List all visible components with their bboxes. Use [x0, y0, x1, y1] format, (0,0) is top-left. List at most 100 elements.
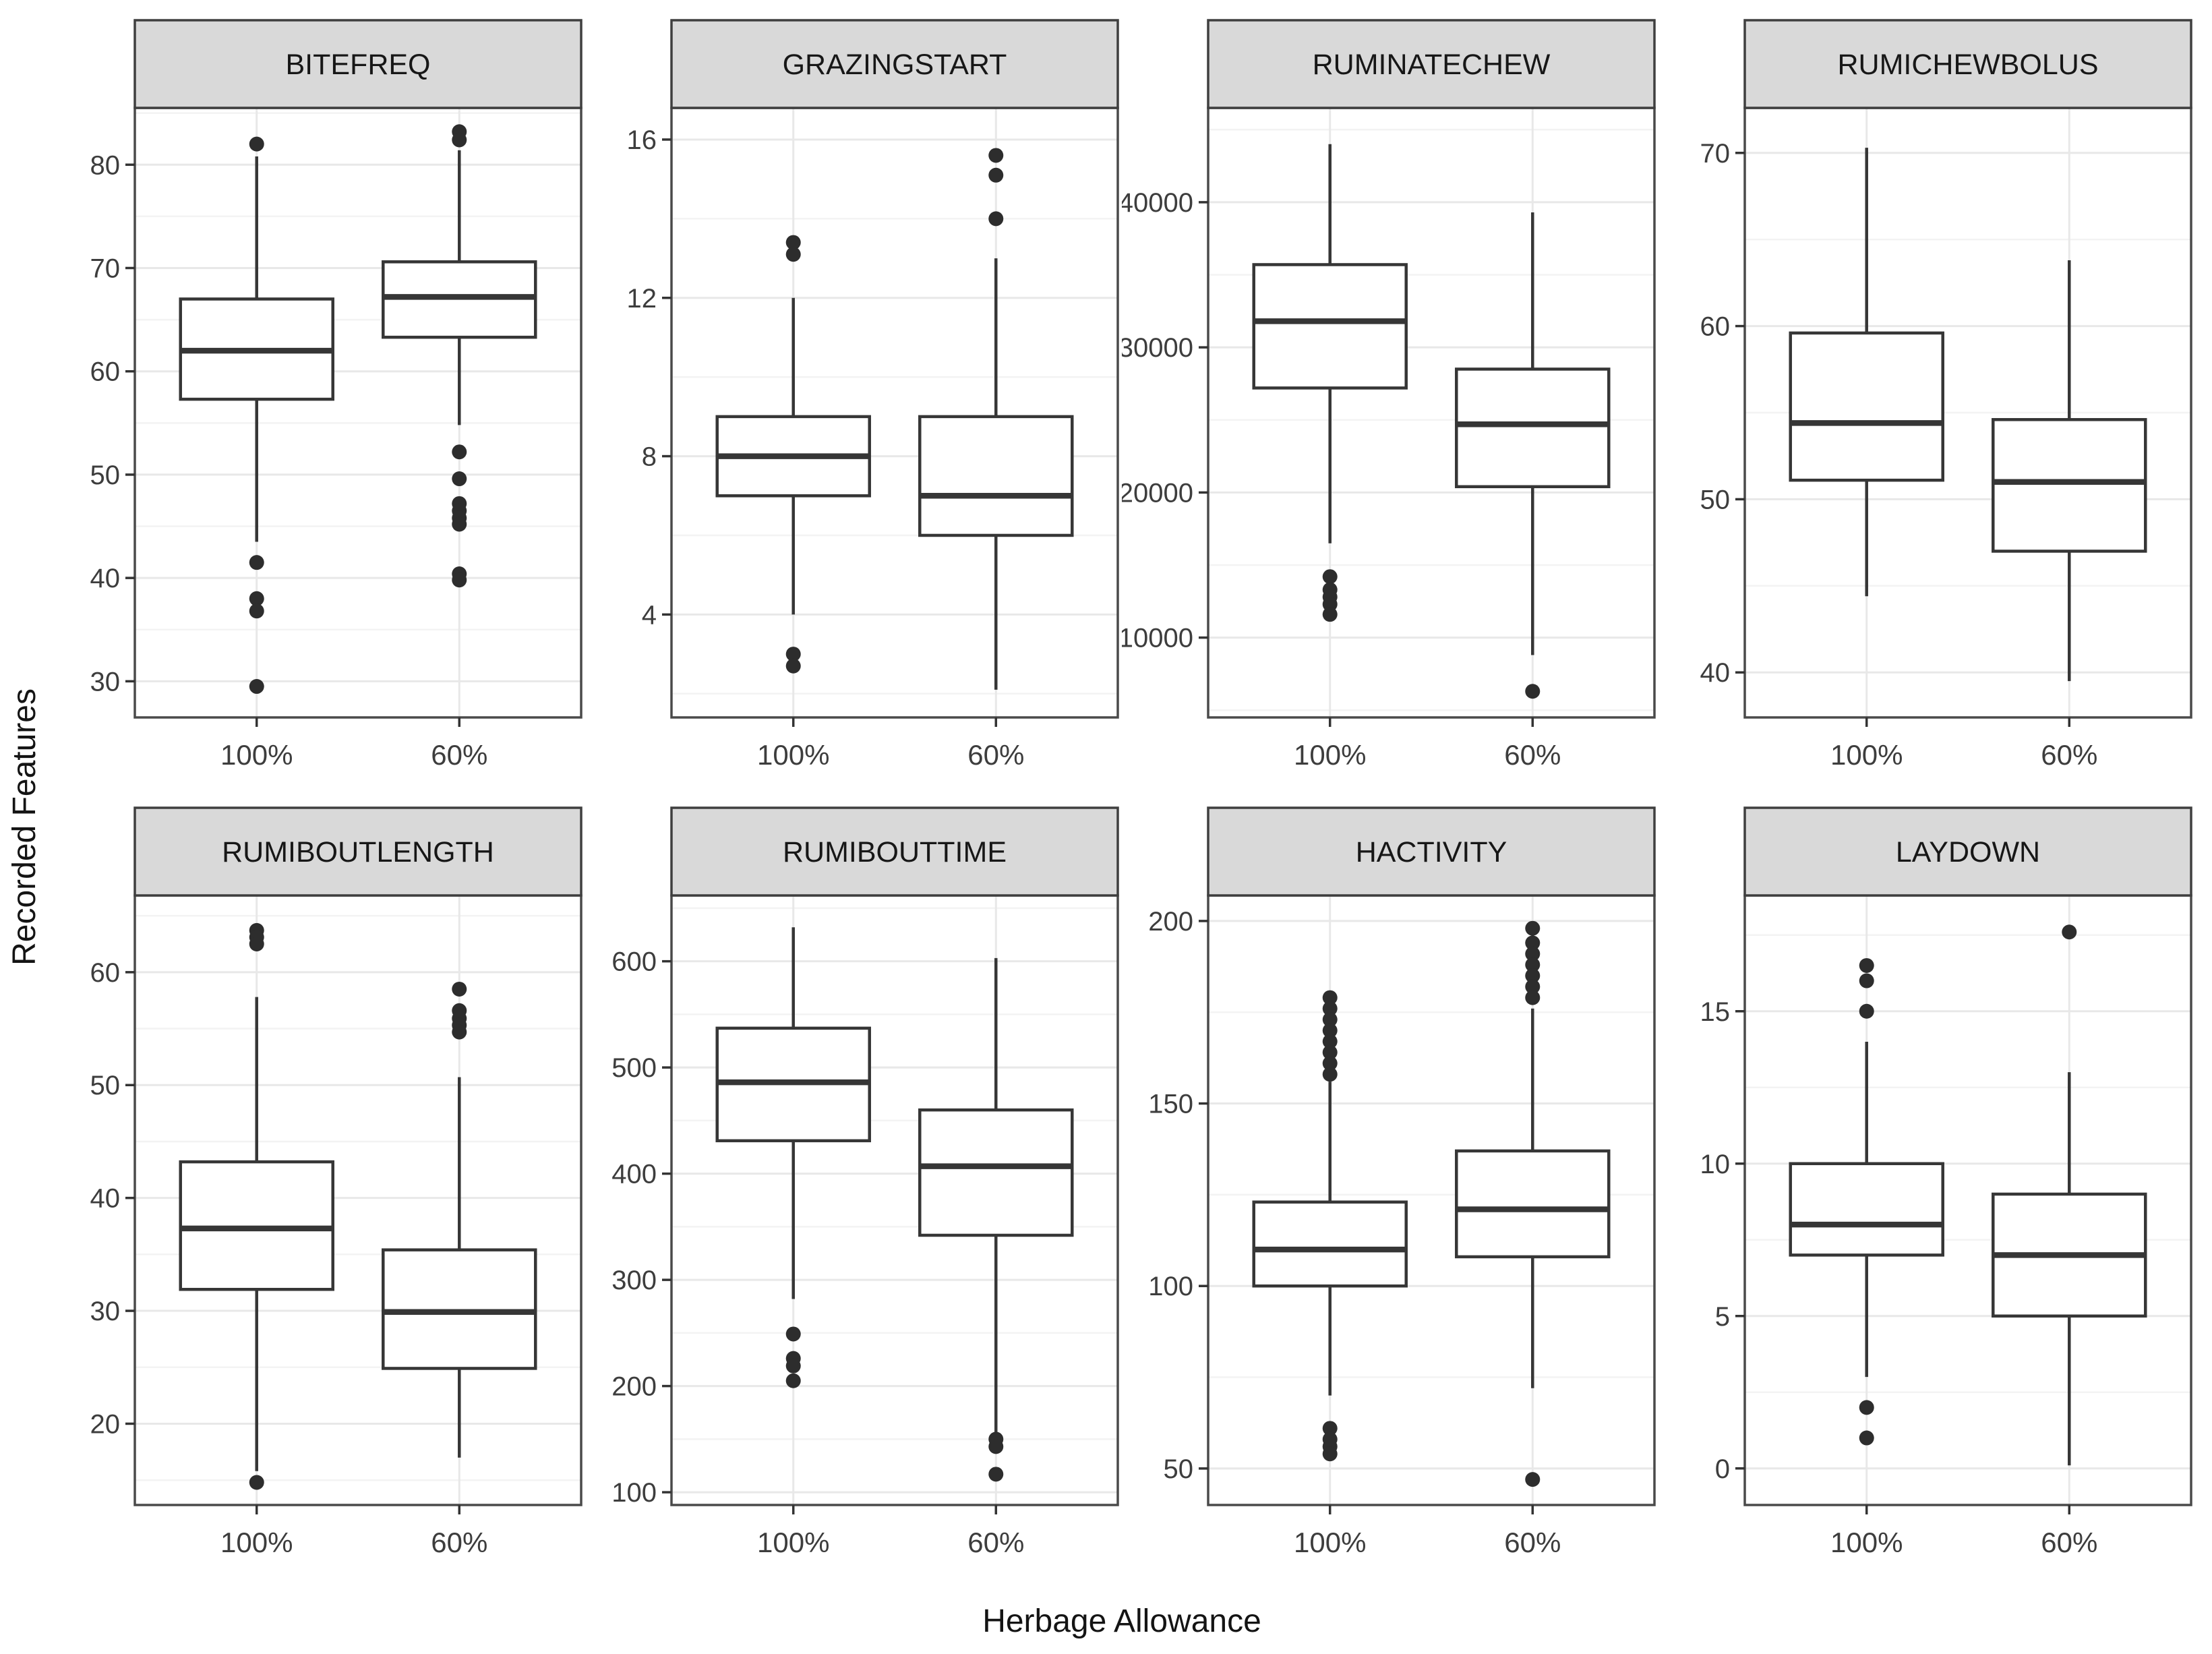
x-tick-label: 60% — [1504, 739, 1561, 771]
y-tick-label: 4 — [642, 600, 657, 630]
x-tick-label: 60% — [431, 1527, 487, 1558]
facet-title: RUMICHEWBOLUS — [1837, 49, 2098, 81]
outlier-point — [1322, 1056, 1338, 1071]
facet-title: RUMIBOUTTIME — [783, 836, 1007, 868]
facet-laydown: 0 5 10 15 100% 60% LAYDOWN — [1658, 802, 2195, 1590]
outlier-point — [1859, 973, 1874, 988]
y-tick-label: 400 — [611, 1160, 657, 1189]
y-tick-label: 16 — [627, 125, 657, 155]
outlier-point — [249, 555, 264, 570]
outlier-point — [785, 1373, 801, 1388]
outlier-point — [1525, 979, 1541, 995]
outlier-point — [1859, 957, 1874, 973]
outlier-point — [1322, 1044, 1338, 1060]
outlier-point — [1859, 1430, 1874, 1446]
outlier-point — [249, 136, 264, 152]
outlier-point — [988, 1439, 1004, 1454]
outlier-point — [1322, 569, 1338, 585]
facet-strip — [133, 19, 582, 109]
boxplot-svg-rumiboutlength: 20 30 40 50 60 100% 60% RUMIBOUTLENGTH — [90, 806, 582, 1558]
box-60pct — [1455, 920, 1611, 1487]
outlier-point — [988, 167, 1004, 183]
y-tick-label: 200 — [611, 1372, 657, 1402]
outlier-point — [452, 444, 467, 460]
outlier-point — [1322, 1446, 1338, 1462]
box-100pct — [179, 136, 334, 695]
outlier-point — [1525, 968, 1541, 984]
y-tick-label: 50 — [90, 1071, 121, 1100]
y-tick-label: 20000 — [1122, 478, 1193, 508]
x-tick-label: 60% — [2041, 1527, 2097, 1558]
facet-title: HACTIVITY — [1356, 836, 1507, 868]
y-tick-label: 100 — [1148, 1272, 1193, 1301]
box-60pct — [382, 981, 537, 1458]
y-tick-label: 600 — [611, 947, 657, 977]
outlier-point — [1525, 1472, 1541, 1487]
y-axis-title-column: Recorded Features — [0, 0, 49, 1654]
y-tick-label: 500 — [611, 1053, 657, 1083]
outlier-point — [452, 981, 467, 997]
x-tick-label: 100% — [1830, 739, 1903, 771]
outlier-point — [2062, 924, 2077, 940]
y-tick-label: 10000 — [1122, 624, 1193, 653]
box-60pct — [918, 957, 1074, 1482]
x-tick-label: 100% — [757, 739, 829, 771]
boxplot-svg-laydown: 0 5 10 15 100% 60% LAYDOWN — [1700, 806, 2192, 1558]
box-60pct — [1455, 212, 1611, 699]
iqr-box — [1992, 418, 2147, 553]
facet-strip — [670, 806, 1119, 897]
y-tick-label: 0 — [1715, 1454, 1730, 1484]
iqr-box — [918, 415, 1074, 537]
x-axis-title-row: Herbage Allowance — [49, 1590, 2195, 1652]
box-100pct — [1789, 957, 1944, 1446]
box-100pct — [179, 922, 334, 1490]
iqr-box — [1455, 1149, 1611, 1259]
x-tick-label: 100% — [1294, 739, 1366, 771]
outlier-point — [1525, 946, 1541, 962]
y-tick-label: 70 — [90, 254, 121, 283]
y-tick-label: 80 — [90, 150, 121, 180]
outlier-point — [452, 471, 467, 487]
box-100pct — [1252, 990, 1408, 1462]
y-tick-label: 60 — [90, 357, 121, 387]
y-tick-label: 15 — [1700, 997, 1731, 1027]
boxplot-svg-ruminatechew: 10000 20000 30000 40000 100% 60% RUMINATECHEW — [1122, 19, 1656, 771]
outlier-point — [785, 235, 801, 250]
facet-title: GRAZINGSTART — [783, 49, 1007, 81]
iqr-box — [1789, 1162, 1944, 1257]
outlier-point — [1525, 957, 1541, 972]
outlier-point — [1322, 1067, 1338, 1082]
iqr-box — [1789, 331, 1944, 482]
outlier-point — [1322, 1034, 1338, 1049]
outlier-point — [785, 1326, 801, 1342]
box-60pct — [918, 148, 1074, 690]
x-tick-label: 100% — [757, 1527, 829, 1558]
outlier-point — [249, 936, 264, 951]
facet-rumichewbolus: 40 50 60 70 100% 60% RUMICHEWBOLUS — [1658, 15, 2195, 802]
outlier-point — [452, 132, 467, 148]
x-tick-label: 60% — [1504, 1527, 1561, 1558]
box-100pct — [1252, 144, 1408, 622]
outlier-point — [1525, 920, 1541, 936]
y-tick-label: 70 — [1700, 139, 1731, 169]
y-tick-label: 40 — [90, 564, 121, 593]
y-tick-label: 40 — [90, 1184, 121, 1214]
facet-hactivity: 50 100 150 200 100% 60% HACTIVITY — [1122, 802, 1658, 1590]
x-tick-label: 100% — [220, 1527, 293, 1558]
outlier-point — [1525, 935, 1541, 951]
boxplot-svg-rumibouttime: 100 200 300 400 500 600 100% 60% RUMIBOUTTIME — [611, 806, 1119, 1558]
outlier-point — [1322, 597, 1338, 612]
y-tick-label: 5 — [1715, 1302, 1730, 1332]
outlier-point — [1859, 1400, 1874, 1415]
facet-bitefreq: 30 40 50 60 70 80 100% 60% BITEFREQ — [49, 15, 585, 802]
x-tick-label: 60% — [2041, 739, 2097, 771]
facet-strip — [133, 806, 582, 897]
boxplot-svg-rumichewbolus: 40 50 60 70 100% 60% RUMICHEWBOLUS — [1700, 19, 2192, 771]
facet-title: RUMIBOUTLENGTH — [222, 836, 494, 868]
x-tick-label: 100% — [1294, 1527, 1366, 1558]
boxplot-svg-hactivity: 50 100 150 200 100% 60% HACTIVITY — [1148, 806, 1656, 1558]
facet-grid: 30 40 50 60 70 80 100% 60% BITEFREQ 4 8 12 16 100% 60%… — [49, 15, 2195, 1590]
y-tick-label: 50 — [1164, 1454, 1194, 1484]
y-tick-label: 60 — [1700, 312, 1731, 342]
